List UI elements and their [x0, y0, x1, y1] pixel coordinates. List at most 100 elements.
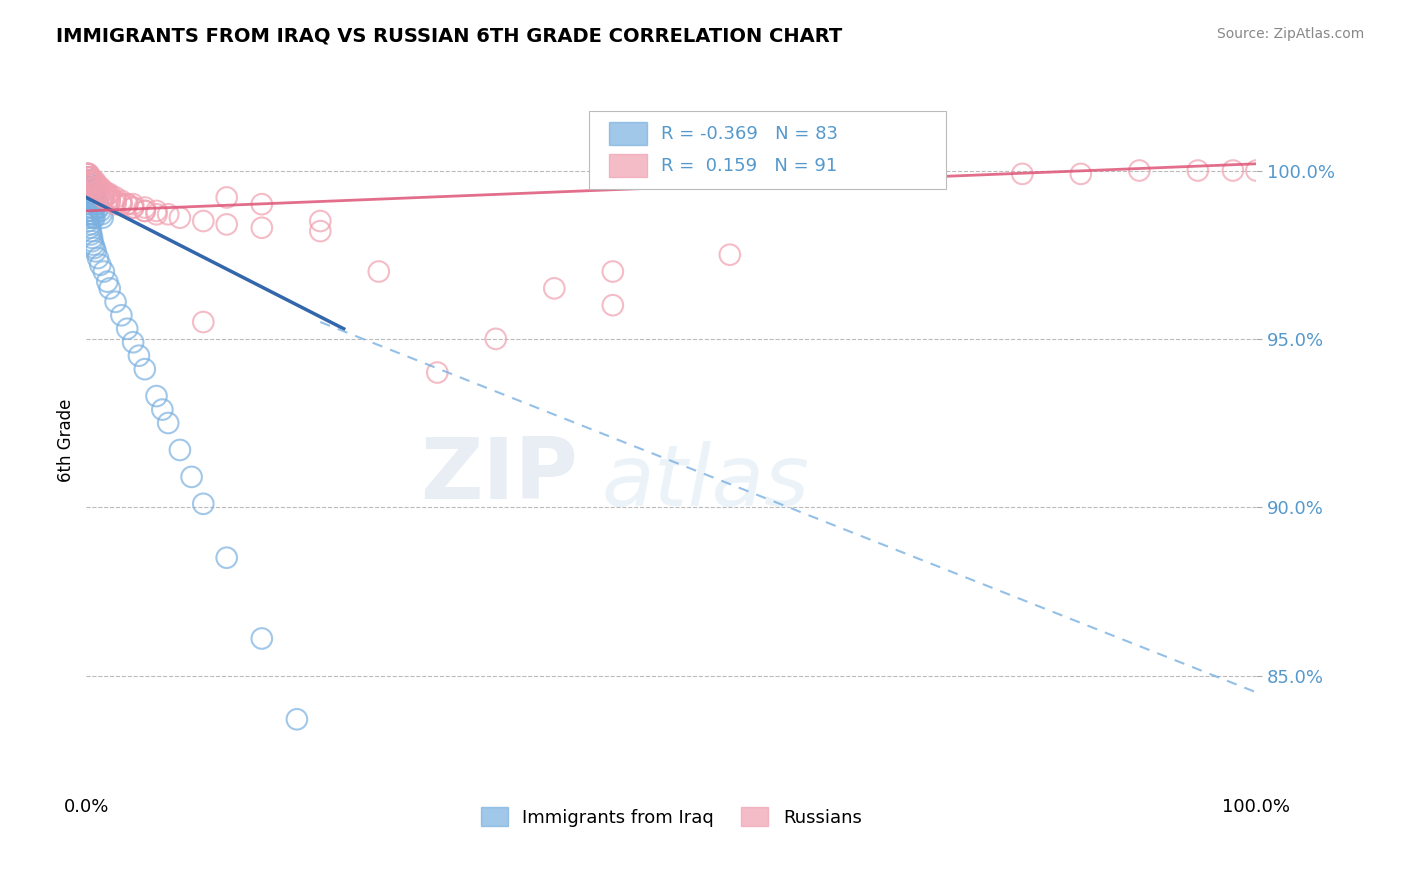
Point — [84, 194, 107, 208]
Point — [76, 170, 98, 185]
Point — [543, 281, 565, 295]
Point — [79, 173, 101, 187]
Point — [215, 218, 238, 232]
Point — [79, 173, 101, 187]
FancyBboxPatch shape — [609, 122, 647, 145]
Point — [157, 416, 180, 430]
Point — [77, 211, 100, 225]
Point — [150, 402, 173, 417]
Point — [104, 197, 127, 211]
Point — [115, 197, 138, 211]
Point — [77, 173, 100, 187]
Point — [110, 194, 132, 208]
Point — [98, 187, 121, 202]
Point — [86, 197, 108, 211]
Point — [104, 294, 127, 309]
Point — [104, 190, 127, 204]
Point — [82, 177, 104, 191]
Point — [91, 211, 114, 225]
Point — [77, 177, 100, 191]
Point — [367, 264, 389, 278]
Point — [79, 194, 101, 208]
Point — [87, 180, 110, 194]
Point — [134, 201, 156, 215]
Point — [93, 187, 115, 202]
Point — [82, 237, 104, 252]
Point — [1246, 163, 1268, 178]
Point — [145, 389, 167, 403]
Point — [134, 203, 156, 218]
Point — [76, 203, 98, 218]
Point — [82, 184, 104, 198]
Point — [193, 214, 215, 228]
Point — [82, 231, 104, 245]
Text: IMMIGRANTS FROM IRAQ VS RUSSIAN 6TH GRADE CORRELATION CHART: IMMIGRANTS FROM IRAQ VS RUSSIAN 6TH GRAD… — [56, 27, 842, 45]
Point — [82, 180, 104, 194]
Point — [122, 201, 145, 215]
Point — [80, 201, 103, 215]
Point — [76, 167, 98, 181]
Point — [145, 207, 167, 221]
Point — [79, 170, 101, 185]
Point — [104, 194, 127, 208]
Point — [79, 218, 101, 232]
Point — [82, 177, 104, 191]
Point — [145, 203, 167, 218]
Point — [82, 173, 104, 187]
Point — [80, 177, 103, 191]
Text: atlas: atlas — [602, 441, 808, 524]
Point — [84, 190, 107, 204]
Point — [309, 214, 332, 228]
Point — [250, 197, 273, 211]
Point — [718, 167, 741, 181]
Y-axis label: 6th Grade: 6th Grade — [58, 398, 75, 482]
FancyBboxPatch shape — [609, 154, 647, 177]
Point — [87, 251, 110, 265]
Point — [98, 194, 121, 208]
Point — [79, 220, 101, 235]
Point — [110, 197, 132, 211]
Point — [80, 180, 103, 194]
Point — [1128, 163, 1150, 178]
Point — [82, 177, 104, 191]
Point — [79, 173, 101, 187]
Point — [98, 194, 121, 208]
Point — [76, 167, 98, 181]
Point — [96, 275, 118, 289]
Point — [122, 201, 145, 215]
Point — [778, 167, 800, 181]
Point — [79, 184, 101, 198]
Point — [82, 234, 104, 248]
Point — [157, 207, 180, 221]
Point — [602, 264, 624, 278]
Point — [82, 187, 104, 202]
Point — [180, 470, 202, 484]
Point — [83, 180, 105, 194]
Point — [1011, 167, 1033, 181]
FancyBboxPatch shape — [589, 112, 946, 189]
Point — [110, 197, 132, 211]
Point — [659, 167, 682, 181]
Point — [80, 173, 103, 187]
Point — [128, 349, 150, 363]
Point — [82, 184, 104, 198]
Point — [84, 177, 107, 191]
Point — [250, 632, 273, 646]
Point — [77, 214, 100, 228]
Point — [82, 207, 104, 221]
Point — [93, 184, 115, 198]
Point — [96, 187, 118, 202]
Point — [77, 187, 100, 202]
Point — [77, 170, 100, 185]
Point — [1187, 163, 1209, 178]
Point — [89, 184, 111, 198]
Text: R = -0.369   N = 83: R = -0.369 N = 83 — [661, 125, 838, 143]
Point — [77, 194, 100, 208]
Point — [80, 201, 103, 215]
Text: ZIP: ZIP — [420, 434, 578, 516]
Point — [79, 177, 101, 191]
Point — [82, 177, 104, 191]
Point — [80, 227, 103, 242]
Point — [87, 184, 110, 198]
Point — [76, 207, 98, 221]
